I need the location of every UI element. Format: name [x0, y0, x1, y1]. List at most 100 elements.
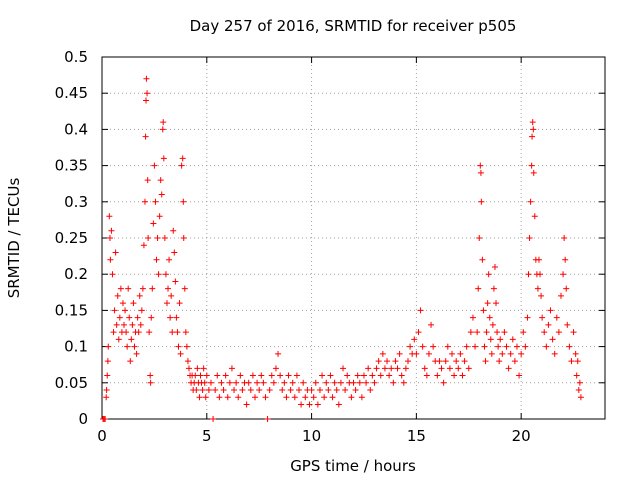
data-point [493, 300, 500, 307]
x-tick-labels: 0 5 10 15 20 [97, 427, 530, 445]
data-point [146, 329, 153, 336]
data-point [423, 372, 430, 379]
y-tick-label: 0.25 [55, 229, 88, 247]
data-point [139, 285, 146, 292]
data-point [444, 343, 451, 350]
data-point [531, 213, 538, 220]
data-point [210, 416, 217, 422]
data-point [144, 177, 151, 184]
data-point [200, 365, 207, 372]
data-point [104, 372, 111, 379]
data-point [125, 285, 132, 292]
data-point [202, 394, 209, 401]
data-point [201, 379, 208, 386]
data-point [475, 285, 482, 292]
data-point [350, 379, 357, 386]
data-point [143, 75, 150, 82]
data-point [451, 372, 458, 379]
data-point [480, 307, 487, 314]
data-point [459, 372, 466, 379]
data-point [193, 387, 200, 394]
data-point [114, 292, 121, 299]
data-point [185, 365, 192, 372]
data-point [177, 350, 184, 357]
data-point [538, 292, 545, 299]
x-tick-label: 15 [407, 427, 426, 445]
data-point [563, 285, 570, 292]
grid [102, 57, 605, 419]
data-point [199, 387, 206, 394]
data-point [277, 372, 284, 379]
data-point [143, 97, 150, 104]
data-point [154, 235, 161, 241]
data-point [249, 372, 256, 379]
data-point [162, 271, 169, 278]
data-point [119, 300, 126, 307]
data-point [442, 358, 449, 365]
data-point [156, 213, 163, 220]
data-point [105, 343, 112, 350]
data-point [496, 358, 503, 365]
data-point [463, 343, 470, 350]
data-point [482, 358, 489, 365]
data-point [472, 343, 479, 350]
data-point [196, 394, 203, 401]
data-point [182, 329, 189, 336]
data-point [479, 256, 486, 263]
y-tick-label: 0.2 [64, 265, 88, 283]
data-point [212, 387, 219, 394]
data-point [136, 292, 143, 299]
data-point [455, 365, 462, 372]
data-point [360, 372, 367, 379]
data-point [142, 133, 149, 140]
data-point [495, 343, 502, 350]
data-point [478, 198, 485, 205]
data-point [541, 329, 548, 336]
y-tick-label: 0.3 [64, 193, 88, 211]
data-point [434, 372, 441, 379]
data-point [296, 387, 303, 394]
data-point [306, 401, 313, 408]
data-point [270, 379, 277, 386]
data-point [174, 329, 181, 336]
data-point [323, 379, 330, 386]
data-point [163, 300, 170, 307]
data-point [272, 365, 279, 372]
data-point [337, 379, 344, 386]
data-point [529, 119, 536, 126]
data-point [239, 387, 246, 394]
data-point [446, 365, 453, 372]
y-tick-label: 0 [78, 410, 88, 428]
data-point [115, 336, 122, 343]
data-point [402, 365, 409, 372]
data-point [524, 314, 531, 321]
data-point [327, 372, 334, 379]
data-point [419, 343, 426, 350]
data-point [440, 379, 447, 386]
data-point [499, 350, 506, 357]
data-point [205, 387, 212, 394]
data-point [527, 198, 534, 205]
y-tick-label: 0.05 [55, 374, 88, 392]
data-point [228, 365, 235, 372]
data-point [134, 314, 141, 321]
data-point [121, 321, 128, 328]
data-point [170, 227, 177, 234]
data-point [233, 379, 240, 386]
data-point [509, 336, 516, 343]
data-point [501, 329, 508, 336]
data-point [465, 365, 472, 372]
data-point [573, 372, 580, 379]
data-point [490, 285, 497, 292]
data-point [428, 321, 435, 328]
data-point [379, 350, 386, 357]
data-point [287, 387, 294, 394]
data-point [245, 379, 252, 386]
data-point [167, 314, 174, 321]
data-point [411, 336, 418, 343]
data-point [151, 162, 158, 169]
data-point [289, 379, 296, 386]
data-point [457, 350, 464, 357]
data-point [483, 329, 490, 336]
data-point [152, 198, 159, 205]
